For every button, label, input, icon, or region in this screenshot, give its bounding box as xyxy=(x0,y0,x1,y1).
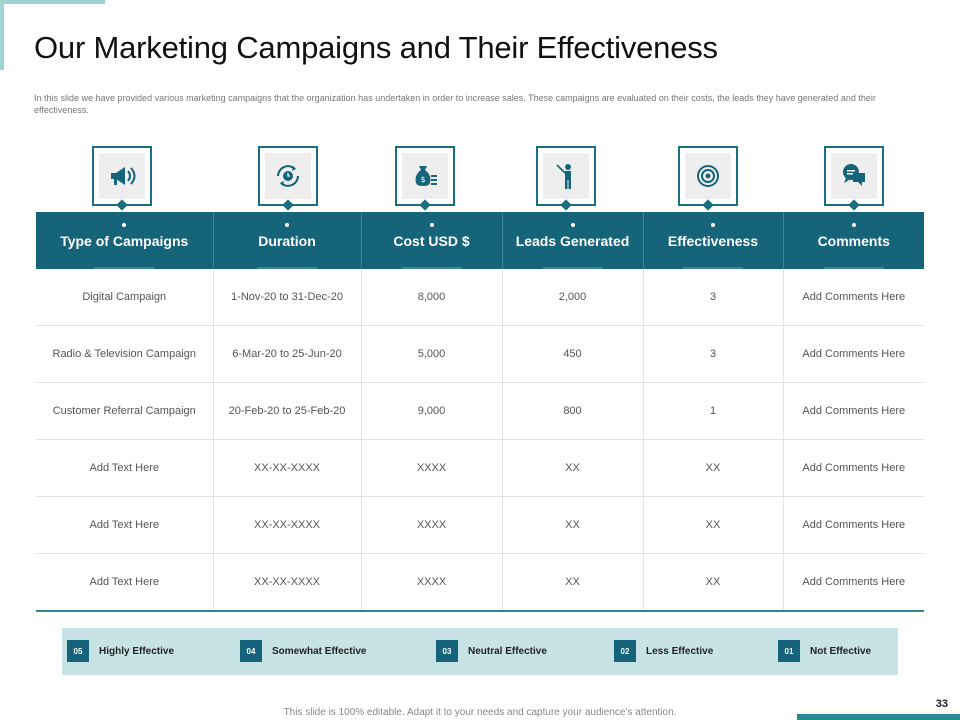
legend-number: 03 xyxy=(436,640,458,662)
legend-item-less-effective: 02 Less Effective xyxy=(614,640,713,662)
money-bag-icon-box: $ xyxy=(395,146,455,211)
megaphone-icon xyxy=(111,167,136,185)
target-icon-box xyxy=(678,146,738,211)
table-cell: XX xyxy=(642,496,783,554)
table-cell: 2,000 xyxy=(501,269,643,326)
table-cell: 3 xyxy=(642,269,783,326)
clock-refresh-icon-box xyxy=(258,146,318,211)
table-cell: XX-XX-XXXX xyxy=(212,439,361,497)
table-cell: 20-Feb-20 to 25-Feb-20 xyxy=(212,382,361,440)
table-row: Digital Campaign 1-Nov-20 to 31-Dec-20 8… xyxy=(36,269,924,326)
presenter-icon-box xyxy=(536,146,596,211)
legend-item-highly-effective: 05 Highly Effective xyxy=(67,640,174,662)
header-leads-generated: Leads Generated xyxy=(501,212,643,269)
legend-label: Somewhat Effective xyxy=(272,645,367,657)
legend-number: 01 xyxy=(778,640,800,662)
table-cell: 5,000 xyxy=(360,325,502,383)
money-bag-icon: $ xyxy=(415,166,437,186)
table-cell: XX xyxy=(501,439,643,497)
table-cell: Customer Referral Campaign xyxy=(36,382,213,440)
table-cell: XXXX xyxy=(360,439,502,497)
slide-title: Our Marketing Campaigns and Their Effect… xyxy=(34,30,718,65)
campaign-table: Type of Campaigns Duration Cost USD $ Le… xyxy=(36,212,924,612)
table-cell: Add Text Here xyxy=(36,439,213,497)
footer-note: This slide is 100% editable. Adapt it to… xyxy=(283,707,677,718)
table-cell: Add Comments Here xyxy=(782,553,924,612)
table-cell: Add Text Here xyxy=(36,553,213,612)
legend-item-not-effective: 01 Not Effective xyxy=(778,640,871,662)
table-cell: Add Comments Here xyxy=(782,496,924,554)
table-cell: XX-XX-XXXX xyxy=(212,553,361,612)
table-cell: Radio & Television Campaign xyxy=(36,325,213,383)
table-cell: 450 xyxy=(501,325,643,383)
chat-bubbles-icon-box xyxy=(824,146,884,211)
table-cell: 6-Mar-20 to 25-Jun-20 xyxy=(212,325,361,383)
table-cell: XX xyxy=(642,553,783,612)
legend-label: Less Effective xyxy=(646,645,714,657)
table-cell: Add Comments Here xyxy=(782,325,924,383)
header-cost: Cost USD $ xyxy=(360,212,502,269)
target-icon xyxy=(697,165,719,187)
table-cell: XX-XX-XXXX xyxy=(212,496,361,554)
slide-subtitle: In this slide we have provided various m… xyxy=(34,93,876,115)
table-cell: 800 xyxy=(501,382,643,440)
legend-number: 05 xyxy=(67,640,89,662)
legend-label: Neutral Effective xyxy=(468,645,547,657)
table-cell: 9,000 xyxy=(360,382,502,440)
table-header-row: Type of Campaigns Duration Cost USD $ Le… xyxy=(36,212,924,269)
header-icon-row: $ xyxy=(36,146,924,212)
header-type-of-campaigns: Type of Campaigns xyxy=(36,212,213,269)
table-row: Add Text Here XX-XX-XXXX XXXX XX XX Add … xyxy=(36,553,924,612)
chat-bubbles-icon xyxy=(843,164,865,186)
table-cell: 8,000 xyxy=(360,269,502,326)
legend-number: 04 xyxy=(240,640,262,662)
header-comments: Comments xyxy=(782,212,924,269)
table-cell: XX xyxy=(501,553,643,612)
table-cell: Add Comments Here xyxy=(782,382,924,440)
table-cell: XX xyxy=(642,439,783,497)
table-cell: Add Comments Here xyxy=(782,269,924,326)
table-cell: XX xyxy=(501,496,643,554)
page-number: 33 xyxy=(935,698,948,710)
table-row: Add Text Here XX-XX-XXXX XXXX XX XX Add … xyxy=(36,496,924,554)
table-cell: XXXX xyxy=(360,553,502,612)
legend-label: Highly Effective xyxy=(99,645,175,657)
legend-number: 02 xyxy=(614,640,636,662)
table-row: Customer Referral Campaign 20-Feb-20 to … xyxy=(36,382,924,440)
table-cell: Add Comments Here xyxy=(782,439,924,497)
bottom-accent-bar xyxy=(797,714,960,720)
table-cell: 3 xyxy=(642,325,783,383)
corner-accent xyxy=(0,0,105,70)
corner-accent-top xyxy=(0,0,105,4)
effectiveness-legend: 05 Highly Effective 04 Somewhat Effectiv… xyxy=(62,628,898,675)
campaign-table-wrap: $ xyxy=(36,146,924,612)
header-duration: Duration xyxy=(212,212,361,269)
megaphone-icon-box xyxy=(92,146,152,211)
presenter-icon xyxy=(556,164,571,189)
table-cell: XXXX xyxy=(360,496,502,554)
table-cell: 1-Nov-20 to 31-Dec-20 xyxy=(212,269,361,326)
table-cell: 1 xyxy=(642,382,783,440)
header-effectiveness: Effectiveness xyxy=(642,212,783,269)
legend-item-somewhat-effective: 04 Somewhat Effective xyxy=(240,640,366,662)
table-cell: Digital Campaign xyxy=(36,269,213,326)
table-cell: Add Text Here xyxy=(36,496,213,554)
svg-text:$: $ xyxy=(420,175,425,184)
legend-item-neutral-effective: 03 Neutral Effective xyxy=(436,640,547,662)
legend-label: Not Effective xyxy=(810,645,872,657)
table-row: Add Text Here XX-XX-XXXX XXXX XX XX Add … xyxy=(36,439,924,497)
corner-accent-left xyxy=(0,0,4,70)
table-row: Radio & Television Campaign 6-Mar-20 to … xyxy=(36,325,924,383)
clock-refresh-icon xyxy=(277,165,299,187)
